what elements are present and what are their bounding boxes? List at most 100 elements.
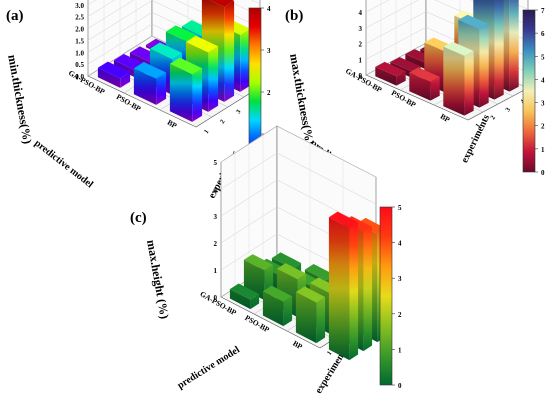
zlabel-c: max.height (%) (144, 239, 172, 320)
bar-top (243, 254, 274, 271)
colorbar-tick-label: 1 (398, 346, 402, 354)
bar-face-left (409, 72, 431, 101)
bar-top (304, 264, 335, 281)
experiment-tick-label: 1 (203, 128, 211, 135)
bar-top (328, 211, 359, 228)
bar-face-right (240, 28, 251, 92)
bar-top (262, 285, 293, 302)
z-tick-label: 2 (214, 240, 218, 248)
experiment-tick-label: 2 (219, 118, 227, 125)
panel-label-b: (b) (285, 8, 303, 24)
colorbar-tick-label: 2 (267, 89, 271, 97)
bar (169, 57, 203, 122)
z-tick-label: 3.0 (75, 2, 84, 10)
colorbar-tick-label: 2 (541, 123, 545, 131)
colorbar-tick-label: 5 (541, 53, 545, 61)
bar-face-left (405, 54, 427, 70)
z-tick-label: 0.0 (75, 73, 84, 81)
bar-face-right (494, 0, 504, 100)
z-tick-label: 1.0 (75, 49, 84, 57)
bar-top (185, 35, 219, 53)
zlabel-a: min.thickness(%) (5, 54, 34, 145)
bar-top (409, 67, 440, 82)
model-tick-label: BP (291, 339, 304, 352)
bar-face-right (250, 294, 260, 310)
z-tick-label: 1.5 (75, 37, 84, 45)
bar-face-right (363, 226, 373, 352)
bar-top (165, 25, 199, 43)
z-tick-label: 4 (214, 186, 218, 194)
bar-top (356, 217, 387, 235)
z-tick-label: 3 (214, 213, 218, 221)
colorbar-tick-label: 0 (398, 382, 402, 390)
colorbar-tick-label: 2 (398, 311, 402, 319)
bar (97, 61, 131, 88)
panel-label-a: (a) (6, 8, 24, 24)
panel-label-c: (c) (130, 210, 147, 226)
bar-face-right (464, 51, 474, 116)
colorbar-tick-label: 3 (267, 47, 271, 55)
xlabel-a: predictive model (32, 138, 95, 191)
z-tick-label: 0 (359, 72, 363, 80)
z-tick-label: 2.0 (75, 26, 84, 34)
bar-face-left (169, 63, 193, 122)
bar (409, 67, 440, 101)
colorbar-tick-label: 4 (398, 240, 402, 248)
bar-top (390, 57, 421, 72)
colorbar-tick-label: 5 (398, 204, 402, 212)
z-tick-label: 2.5 (75, 14, 84, 22)
colorbar-tick-label: 7 (541, 7, 545, 15)
bar-face-right (509, 0, 519, 92)
colorbar-gradient (379, 206, 393, 386)
bar-face-left (133, 68, 157, 105)
colorbar-c: 0 1 2 3 4 5 (379, 204, 402, 390)
xlabel-c: predictive model (176, 344, 242, 391)
ylabel-b: experiments (459, 113, 492, 165)
bar (328, 211, 359, 361)
model-tick-label: BP (439, 112, 452, 125)
bar-face-right (349, 222, 359, 361)
bar-top (295, 286, 326, 303)
bar-top (443, 41, 474, 56)
experiment-tick-label: 1 (474, 122, 482, 129)
experiment-tick-label: 1 (326, 350, 334, 357)
bar-face-left (375, 66, 397, 86)
bar-face-left (262, 291, 284, 327)
bar-face-right (192, 68, 203, 122)
colorbar-tick-label: 4 (541, 76, 545, 84)
bar-top (133, 62, 167, 79)
bars-b (375, 0, 519, 116)
z-tick-label: 2 (359, 41, 363, 49)
bar-face-right (120, 72, 131, 88)
bar-top (169, 57, 203, 75)
bar-face-right (283, 296, 293, 327)
model-tick-label: BP (166, 118, 179, 131)
colorbar-tick-label: 3 (541, 100, 545, 108)
z-tick-label: 5 (214, 159, 218, 167)
bar (133, 62, 167, 105)
experiment-tick-label: 3 (235, 108, 243, 115)
bars-a (97, 0, 251, 122)
bar-top (97, 61, 131, 79)
colorbar-tick-label: 0 (541, 169, 545, 177)
bar-top (276, 263, 307, 280)
bar-face-right (208, 46, 219, 112)
bar-face-right (316, 297, 326, 344)
bar-face-left (97, 67, 121, 88)
bar-face-right (224, 0, 235, 102)
bar (229, 283, 260, 310)
experiment-tick-label: 3 (504, 106, 512, 113)
z-tick-label: 3 (359, 25, 363, 33)
bar (295, 286, 326, 344)
bar-face-right (156, 72, 167, 105)
z-tick-label: 0 (214, 294, 218, 302)
colorbar-tick-label: 4 (267, 5, 271, 13)
bar-top (271, 252, 302, 269)
z-tick-label: 1 (214, 267, 218, 275)
z-tick-label: 5 (359, 0, 363, 1)
colorbar-tick-label: 1 (541, 146, 545, 154)
bar-face-right (430, 76, 440, 101)
bar-top (149, 42, 183, 60)
